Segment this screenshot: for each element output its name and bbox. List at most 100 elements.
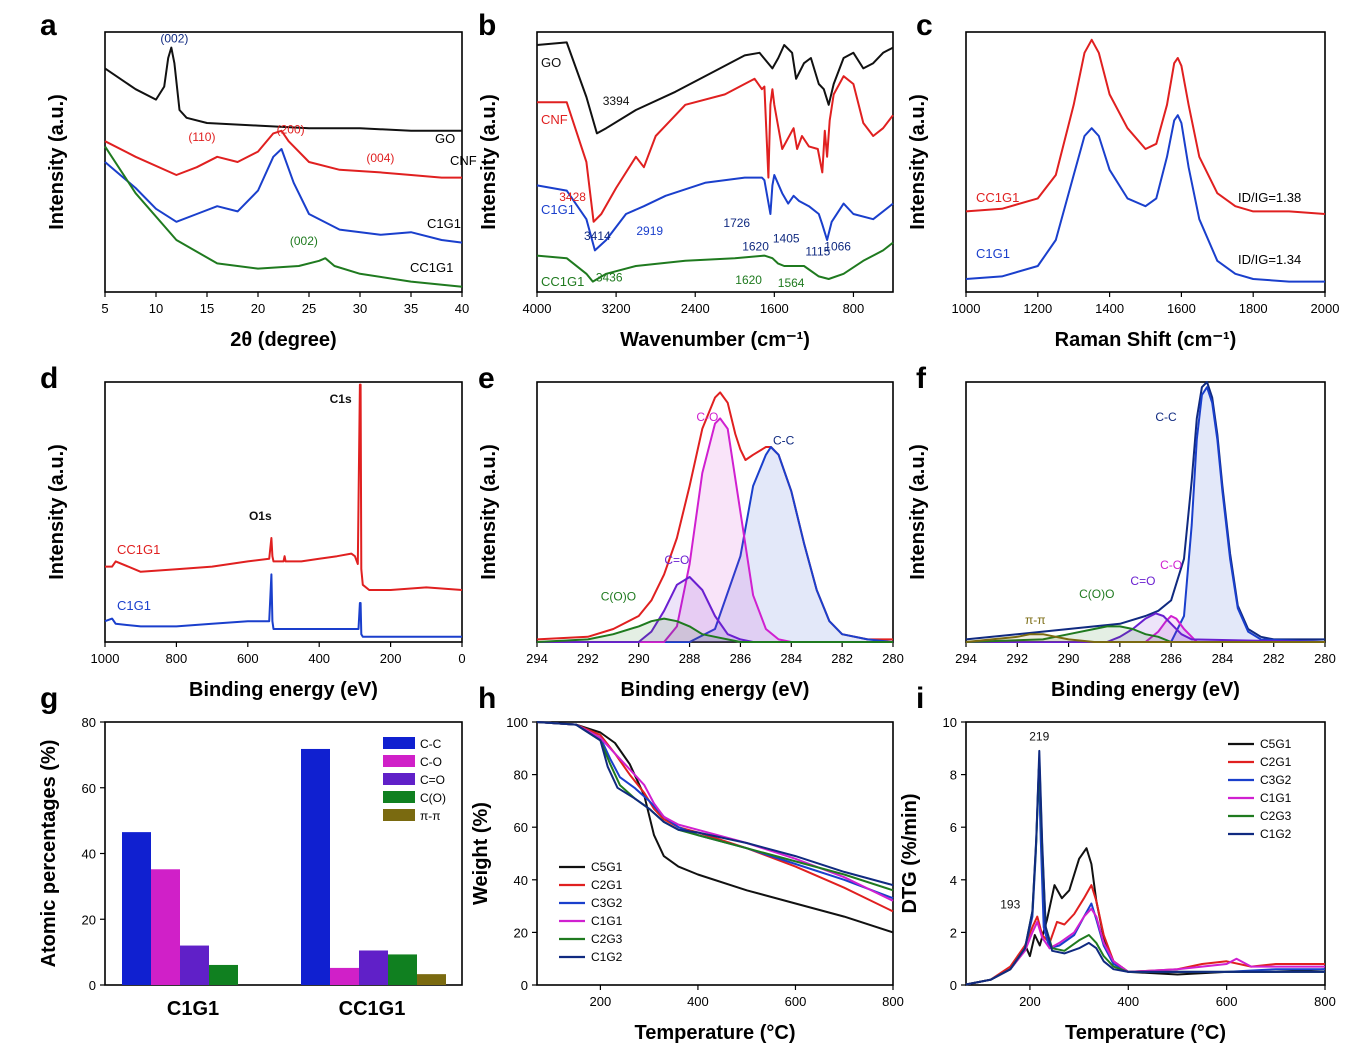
series-line-π-π [965,633,1325,643]
series-fill-C(O)O [537,618,893,642]
x-axis-title: Wavenumber (cm⁻¹) [620,329,810,351]
x-tick-label: 1200 [1023,301,1052,316]
x-tick-label: 30 [353,301,367,316]
legend-label: C2G1 [1260,755,1292,769]
x-axis-title: Binding energy (eV) [1051,679,1240,701]
x-tick-label: 286 [730,651,752,666]
panel-letter-d: d [40,362,58,395]
panel-letter-i: i [916,682,924,715]
x-tick-label: 1400 [1095,301,1124,316]
y-tick-label: 2 [950,925,957,940]
x-tick-label: 600 [237,651,259,666]
series-line-CNF [104,129,462,179]
plot-frame [965,721,1326,986]
x-tick-label: 292 [577,651,599,666]
legend: C5G1 C2G1 C3G2 C1G1 C2G3 C1G2 [559,860,623,964]
series-label: C1G1 [976,246,1010,261]
annotation: 3428 [559,190,586,204]
ratio-label: ID/IG=1.38 [1238,190,1301,205]
annotation: C1s [330,392,352,406]
x-tick-label: 286 [1160,651,1182,666]
y-tick-label: 40 [514,873,528,888]
x-tick-label: 2000 [1311,301,1340,316]
series-fill-C-C [537,447,893,642]
x-tick-label: 3200 [602,301,631,316]
legend-label: C5G1 [591,860,623,874]
annotation: 193 [1000,898,1020,912]
panel-letter-a: a [40,9,57,42]
annotation: C-C [1155,410,1177,424]
x-tick-label: 288 [679,651,701,666]
x-tick-label: 2400 [681,301,710,316]
x-tick-label: 20 [251,301,265,316]
y-tick-label: 6 [950,820,957,835]
series-line-C1G2 [536,721,894,887]
panel-h: 200 400 600 800 0 20 40 60 80 100 Temperature (°C)… [470,715,904,1044]
series-line-C1G1 [536,174,894,252]
y-axis-title: Intensity (a.u.) [907,94,929,230]
plot-frame [536,31,894,293]
legend-swatch [383,737,415,749]
panel-letter-e: e [478,362,495,395]
x-tick-label: 800 [166,651,188,666]
bar-C(O) [388,954,417,985]
annotation: C-O [696,410,718,424]
panel-f: 294 292 290 288 286 284 282 280 Binding energy (… [907,381,1336,701]
annotation: 1564 [778,276,805,290]
annotation: 1405 [773,232,800,246]
legend-swatch [383,773,415,785]
annotation: 1620 [735,273,762,287]
annotation: C(O)O [1079,587,1114,601]
legend-label: C1G1 [1260,791,1292,805]
plot-frame [104,381,463,643]
legend-label: C(O) [420,791,446,805]
annotation: C-O [1160,558,1182,572]
y-tick-label: 8 [950,768,957,783]
y-tick-label: 40 [82,847,96,862]
x-tick-label: 290 [628,651,650,666]
y-tick-label: 80 [82,715,96,730]
y-axis-title: Intensity (a.u.) [478,94,500,230]
x-tick-label: 288 [1109,651,1131,666]
series-fill-C=O [537,577,893,642]
series-label: CNF [541,112,568,127]
x-tick-label: 600 [785,994,807,1009]
x-tick-label: 4000 [523,301,552,316]
series-label: C1G1 [117,598,151,613]
series-label: CC1G1 [541,274,584,289]
x-tick-label: 290 [1058,651,1080,666]
legend-label: C1G1 [591,914,623,928]
plot-frame [536,721,894,986]
series-label: CNF [450,153,477,168]
annotation: 2919 [636,224,663,238]
panel-c: 1000 1200 1400 1600 1800 2000 Raman Shift (cm⁻… [907,31,1340,351]
series-line-C1G1 [965,907,1325,986]
series-label: GO [541,55,561,70]
series-line-C1G1 [104,573,462,638]
ratio-label: ID/IG=1.34 [1238,252,1301,267]
annotation: 219 [1029,729,1049,743]
x-tick-label: 1000 [91,651,120,666]
series-line-C=O [537,576,893,643]
x-tick-label: 200 [590,994,612,1009]
annotation: C=O [1130,574,1155,588]
annotation: 1620 [742,239,769,253]
bar-C-O [330,967,359,985]
legend-swatch [383,755,415,767]
annotation: (110) [188,130,215,144]
annotation: 1115 [805,245,830,259]
legend: C-C C-O C=O C(O) π-π [380,733,456,827]
x-tick-label: 35 [404,301,418,316]
y-axis-title: DTG (%/min) [899,794,921,914]
series-label: CC1G1 [410,260,453,275]
legend-label: C3G2 [591,896,623,910]
series-line-C(O)O [965,625,1325,643]
y-tick-label: 20 [82,912,96,927]
series-line-CNF [537,75,894,223]
panel-g: 0 20 40 60 80 Atomic percentages (%) C1G1 CC1G1… [38,715,463,1020]
bar-C-O [151,869,180,985]
annotation: C=O [664,553,689,567]
x-tick-label: 1600 [760,301,789,316]
x-tick-label: 5 [101,301,108,316]
series-line-C-C [966,386,1326,643]
